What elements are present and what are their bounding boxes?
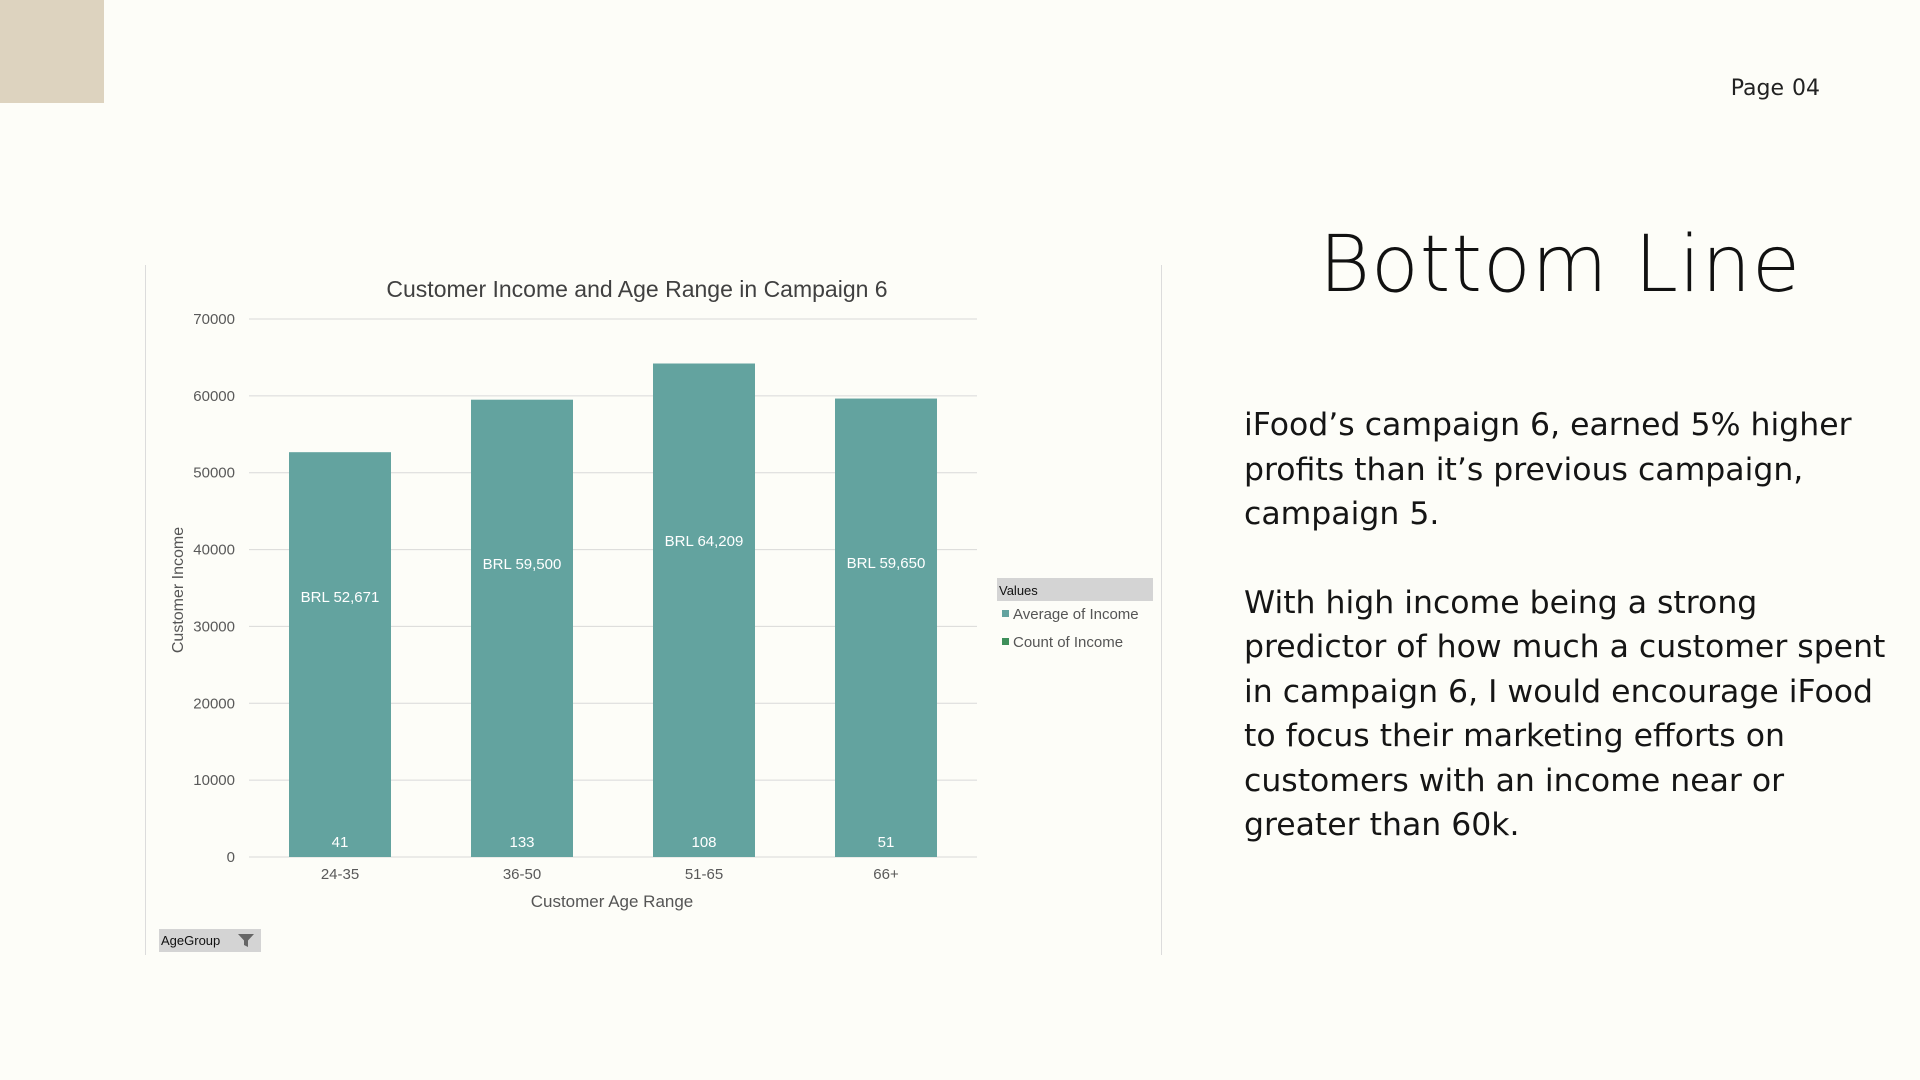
y-tick-label: 60000 <box>193 388 235 405</box>
bar-count-label: 108 <box>691 834 716 851</box>
bar-value-label: BRL 59,500 <box>483 556 562 573</box>
x-tick-labels: 24-35 36-50 51-65 66+ <box>321 866 899 883</box>
bar-value-label: BRL 64,209 <box>665 533 744 550</box>
legend-swatch-average <box>1002 610 1009 617</box>
bar-66+ <box>835 398 937 857</box>
frame-border-right <box>1161 265 1162 955</box>
y-tick-label: 40000 <box>193 542 235 559</box>
x-tick-label: 24-35 <box>321 866 359 883</box>
bar-value-label: BRL 52,671 <box>301 589 380 606</box>
page-label: Page <box>1730 76 1784 101</box>
y-tick-label: 70000 <box>193 311 235 328</box>
agegroup-filter-button[interactable]: AgeGroup <box>159 929 261 952</box>
filter-label: AgeGroup <box>161 933 221 948</box>
legend-item-count: Count of Income <box>1013 634 1123 651</box>
y-axis-label: Customer Income <box>170 527 187 653</box>
chart-title: Customer Income and Age Range in Campaig… <box>386 276 887 302</box>
y-tick-label: 0 <box>227 849 235 866</box>
funnel-icon <box>238 934 254 947</box>
frame-border-left <box>145 265 146 955</box>
x-tick-label: 66+ <box>873 866 899 883</box>
bar-count-label: 51 <box>878 834 895 851</box>
bar-count-label: 133 <box>509 834 534 851</box>
y-tick-label: 20000 <box>193 695 235 712</box>
body-paragraph-1: iFood’s campaign 6, earned 5% higher pro… <box>1244 407 1852 532</box>
legend: Values Average of Income Count of Income <box>997 578 1153 651</box>
chart-frame <box>145 265 1162 955</box>
legend-swatch-count <box>1002 638 1009 645</box>
y-tick-labels: 0 10000 20000 30000 40000 50000 60000 70000 <box>193 311 235 866</box>
legend-title: Values <box>999 583 1038 598</box>
page-value: 04 <box>1792 76 1820 101</box>
body-text: iFood’s campaign 6, earned 5% higher pro… <box>1244 403 1894 892</box>
y-tick-label: 30000 <box>193 618 235 635</box>
bar-count-label: 41 <box>332 834 349 851</box>
page-number: Page 04 <box>1660 76 1820 101</box>
bar-36-50 <box>471 399 573 857</box>
bar-value-label: BRL 59,650 <box>847 555 926 572</box>
y-tick-label: 10000 <box>193 772 235 789</box>
y-tick-label: 50000 <box>193 465 235 482</box>
slide-title: Bottom Line <box>1318 220 1801 310</box>
legend-header <box>997 578 1153 601</box>
corner-decoration <box>0 0 104 103</box>
x-tick-label: 36-50 <box>503 866 541 883</box>
bars: BRL 52,671 41 BRL 59,500 133 BRL 64,209 108 BR… <box>289 363 937 857</box>
body-paragraph-2: With high income being a strong predicto… <box>1244 584 1886 844</box>
legend-item-average: Average of Income <box>1013 606 1139 623</box>
x-axis-label: Customer Age Range <box>531 892 694 911</box>
bar-24-35 <box>289 452 391 857</box>
bar-51-65 <box>653 363 755 857</box>
x-tick-label: 51-65 <box>685 866 723 883</box>
